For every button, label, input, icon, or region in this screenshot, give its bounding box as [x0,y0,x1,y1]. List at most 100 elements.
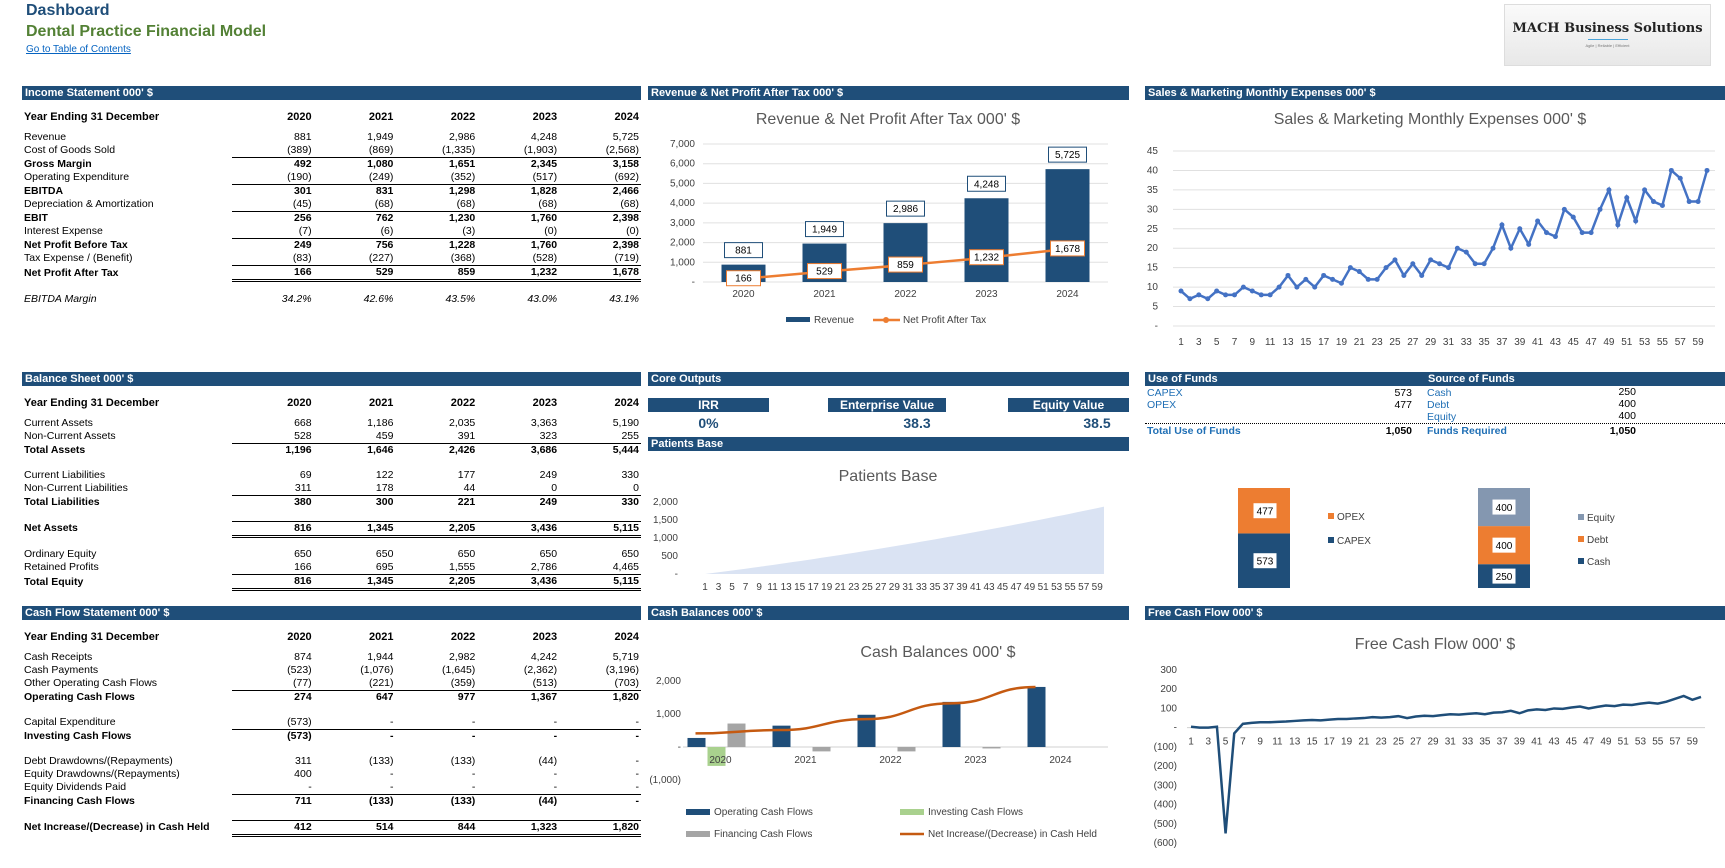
row-value: (513) [532,677,558,689]
legend-swatch [1578,536,1584,542]
x-tick-label: 49 [1600,737,1612,748]
x-tick-label: 51 [1621,337,1633,348]
x-tick-label: 2024 [1049,755,1072,766]
year-header: 2020 [287,396,312,409]
data-point [1686,199,1692,205]
row-value: 1,944 [367,651,394,663]
data-point [1428,257,1434,263]
row-value: 249 [539,469,558,481]
page-subtitle: Dental Practice Financial Model [26,23,267,40]
year-ending-label: Year Ending 31 December [24,396,160,409]
row-value: 650 [375,548,394,560]
row-value: 1,345 [313,520,396,538]
revenue-bar [1045,169,1090,282]
x-tick-label: 23 [1376,737,1388,748]
toc-link[interactable]: Go to Table of Contents [26,44,131,55]
data-point [1401,272,1407,278]
row-value: 1,820 [559,690,641,704]
x-tick-label: 31 [902,582,914,593]
row-value: 1,080 [313,157,396,171]
x-tick-label: 2020 [709,755,732,766]
row-value: 2,345 [477,157,560,171]
x-tick-label: 13 [781,582,793,593]
table-row: Other Operating Cash Flows (77) (221) (359)… [22,677,641,691]
data-point [1419,272,1425,278]
source-funds-data-label: 400 [1496,503,1513,514]
data-point [1321,272,1327,278]
row-value: 330 [559,495,641,509]
cash-flow-bar [982,747,1001,749]
data-point [1312,284,1318,290]
sales-chart-header: Sales & Marketing Monthly Expenses 000' … [1145,86,1725,100]
row-value: 177 [457,469,476,481]
year-header: 2023 [532,396,558,409]
row-value: 1,760 [477,211,560,225]
balance-sheet-table: Year Ending 31 December 2020 2021 2022 2023 2… [22,389,641,591]
row-value: 255 [621,430,639,442]
irr-label: IRR [648,398,769,412]
x-tick-label: 27 [875,582,887,593]
row-value: 529 [313,265,396,282]
cash-flow-bar [1027,686,1046,747]
row-label: Total Assets [24,443,86,456]
row-value: (1,645) [442,664,476,676]
funds-divider [1145,423,1725,424]
table-row: Total Liabilities 380 300 221 249 330 [22,495,641,509]
table-row: Depreciation & Amortization (45) (68) (68) (… [22,198,641,212]
row-value: 647 [313,690,396,704]
x-tick-label: 23 [848,582,860,593]
data-point [1624,195,1630,201]
free-cash-flow-header: Free Cash Flow 000' $ [1145,606,1725,620]
chart-title: Revenue & Net Profit After Tax 000' $ [756,111,1020,128]
row-label: EBITDA Margin [24,292,97,305]
table-row: EBITDA 301 831 1,298 1,828 2,466 [22,184,641,198]
table-row: Net Increase/(Decrease) in Cash Held 412 5… [22,819,641,837]
row-value: 1,678 [559,265,641,282]
x-tick-label: 31 [1443,337,1455,348]
data-point [1454,245,1460,251]
row-value: 668 [294,417,312,429]
row-value: 412 [231,819,314,837]
y-tick-label: (200) [1154,761,1177,772]
row-value: (68) [620,198,639,210]
x-tick-label: 59 [1693,337,1705,348]
x-tick-label: 25 [862,582,874,593]
row-value: (692) [614,171,639,183]
data-label-box [807,263,842,280]
logo-divider [1587,39,1628,40]
data-point [1267,292,1273,298]
y-tick-label: 5,000 [670,178,695,189]
data-point [1249,288,1255,294]
data-point [1187,296,1193,302]
row-value: 3,686 [477,443,560,457]
row-label: Financing Cash Flows [24,794,135,807]
data-point [1240,284,1246,290]
x-tick-label: 37 [943,582,955,593]
row-value: (1,335) [441,144,476,156]
row-value: 650 [457,548,476,560]
row-value: 1,298 [395,184,478,198]
row-label: Depreciation & Amortization [24,198,154,211]
y-tick-label: 200 [1160,684,1177,695]
legend-label: Net Increase/(Decrease) in Cash Held [928,829,1097,840]
x-tick-label: 29 [1425,337,1437,348]
net-profit-data-label: 529 [816,267,833,278]
row-value: 3,158 [559,157,641,171]
row-value: 221 [395,495,478,509]
row-value: (6) [380,225,394,237]
equity-value: 38.5 [1083,415,1111,431]
row-value: 166 [231,265,314,282]
x-tick-label: 59 [1092,582,1104,593]
row-value: 977 [395,690,478,704]
x-tick-label: 2021 [794,755,817,766]
row-label: Net Assets [24,522,78,534]
x-tick-label: 35 [1479,337,1491,348]
x-tick-label: 27 [1407,337,1419,348]
row-value: 42.6% [363,292,394,305]
row-value: 492 [231,157,314,171]
data-label-box [1491,567,1517,585]
y-tick-label: 40 [1147,165,1159,176]
year-ending-label: Year Ending 31 December [24,110,160,123]
row-value: 1,555 [448,561,476,573]
row-value: 5,115 [559,574,641,591]
